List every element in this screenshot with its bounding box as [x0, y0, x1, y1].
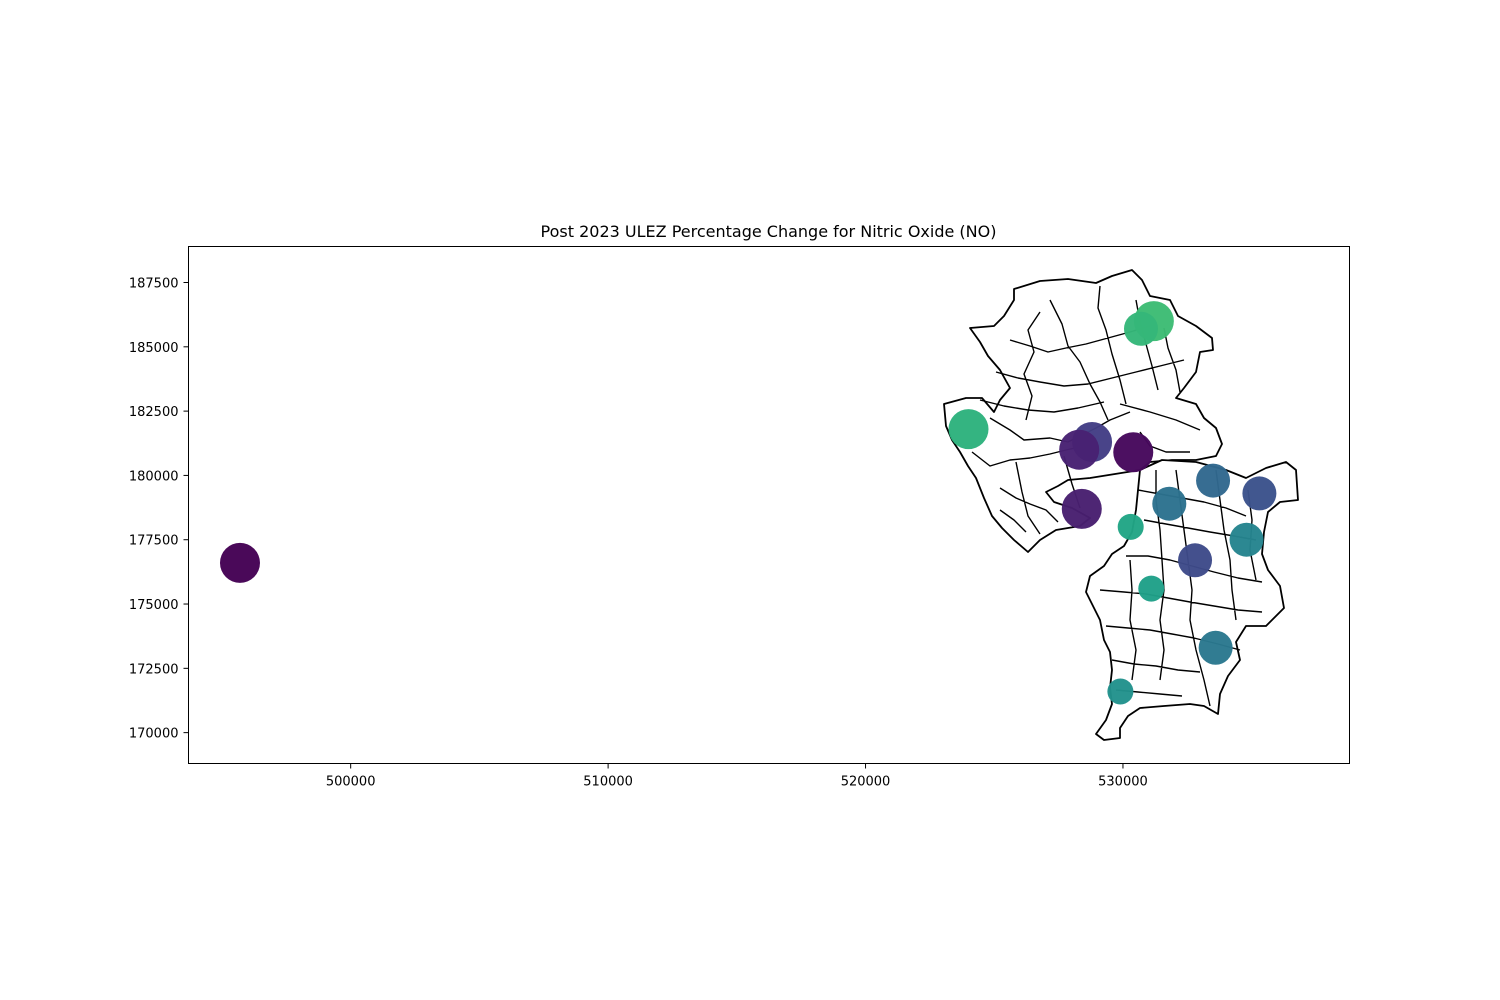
- y-tick-label: 185000: [129, 341, 179, 356]
- x-tick-label: 520000: [841, 775, 891, 790]
- x-tick-label: 500000: [326, 775, 376, 790]
- scatter-point-10: [1152, 486, 1187, 521]
- y-tick-label: 187500: [129, 277, 179, 292]
- scatter-markers: [219, 301, 1277, 705]
- scatter-point-6: [1059, 429, 1100, 470]
- scatter-point-14: [1178, 543, 1213, 578]
- y-axis: 170000 172500 175000 177500 180000 182500 1850…: [129, 277, 189, 742]
- y-tick-label: 172500: [129, 662, 179, 677]
- scatter-point-1: [219, 542, 260, 583]
- scatter-point-13: [1229, 522, 1264, 557]
- scatter-point-4: [948, 409, 989, 450]
- scatter-point-8: [1196, 463, 1231, 498]
- scatter-point-17: [1107, 678, 1134, 705]
- chart-title: Post 2023 ULEZ Percentage Change for Nit…: [541, 222, 997, 241]
- y-tick-label: 170000: [129, 727, 179, 742]
- x-tick-label: 510000: [583, 775, 633, 790]
- x-tick-label: 530000: [1098, 775, 1148, 790]
- y-tick-label: 177500: [129, 534, 179, 549]
- scatter-point-15: [1138, 575, 1165, 602]
- scatter-point-16: [1198, 630, 1233, 665]
- x-axis: 500000 510000 520000 530000: [326, 763, 1148, 790]
- scatter-point-11: [1061, 488, 1102, 529]
- plot-area: 500000 510000 520000 530000 170000 172500 175…: [129, 246, 1350, 790]
- y-tick-label: 182500: [129, 405, 179, 420]
- axes-frame: [188, 246, 1350, 764]
- scatter-point-9: [1242, 476, 1277, 511]
- scatter-point-12: [1117, 513, 1144, 540]
- y-tick-label: 180000: [129, 469, 179, 484]
- scatter-point-7: [1113, 432, 1154, 473]
- scatter-point-3: [1123, 311, 1158, 346]
- y-tick-label: 175000: [129, 598, 179, 613]
